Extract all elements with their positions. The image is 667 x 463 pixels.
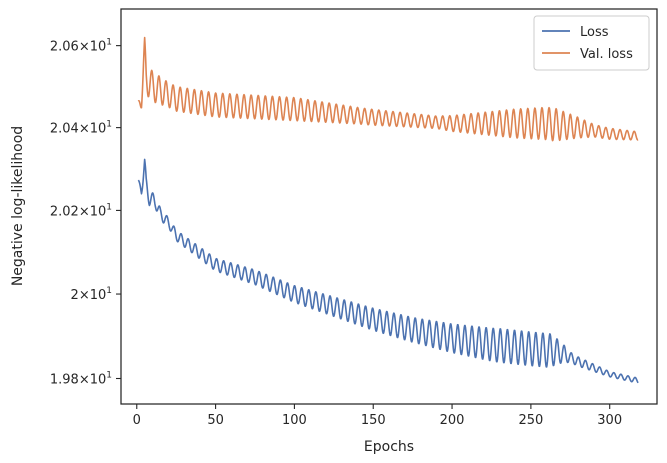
y-tick-times: ×10	[79, 122, 106, 137]
series-line-loss	[137, 158, 639, 384]
y-tick-times: ×10	[79, 372, 106, 387]
y-tick-label: 2.06×101	[50, 38, 112, 55]
y-tick-label: 2.02×101	[50, 202, 112, 219]
x-axis-label: Epochs	[364, 439, 414, 455]
y-tick-exponent: 1	[106, 38, 112, 48]
x-tick-label: 200	[440, 413, 465, 428]
y-tick-times: ×10	[79, 204, 106, 219]
x-tick-label: 300	[597, 413, 622, 428]
x-tick-label: 250	[518, 413, 543, 428]
y-tick-exponent: 1	[106, 286, 112, 296]
x-tick-label: 100	[282, 413, 307, 428]
x-tick-label: 0	[133, 413, 141, 428]
plot-area	[121, 9, 657, 404]
plot-frame	[120, 8, 658, 405]
y-tick-exponent: 1	[106, 202, 112, 212]
y-tick-label: 2×101	[71, 286, 112, 303]
y-tick-times: ×10	[79, 40, 106, 55]
y-tick-mantissa: 2	[71, 288, 79, 303]
series-line-val-loss	[137, 36, 639, 142]
legend: Loss Val. loss	[533, 15, 650, 71]
y-tick-mantissa: 2.06	[50, 40, 79, 55]
y-tick-label: 2.04×101	[50, 120, 112, 137]
y-tick-exponent: 1	[106, 370, 112, 380]
series-layer	[137, 36, 639, 384]
y-tick-mantissa: 2.02	[50, 204, 79, 219]
x-tick-label: 50	[207, 413, 224, 428]
y-tick-label: 1.98×101	[50, 370, 112, 387]
y-axis-label: Negative log-likelihood	[10, 126, 26, 286]
y-tick-mantissa: 2.04	[50, 122, 79, 137]
y-tick-mantissa: 1.98	[50, 372, 79, 387]
legend-box	[533, 15, 650, 71]
y-tick-times: ×10	[79, 288, 106, 303]
x-axis: 0 50 100 150 200 250 300	[133, 404, 622, 428]
y-tick-exponent: 1	[106, 120, 112, 130]
x-tick-label: 150	[361, 413, 386, 428]
legend-label-loss: Loss	[580, 25, 609, 40]
legend-label-val-loss: Val. loss	[580, 47, 633, 62]
